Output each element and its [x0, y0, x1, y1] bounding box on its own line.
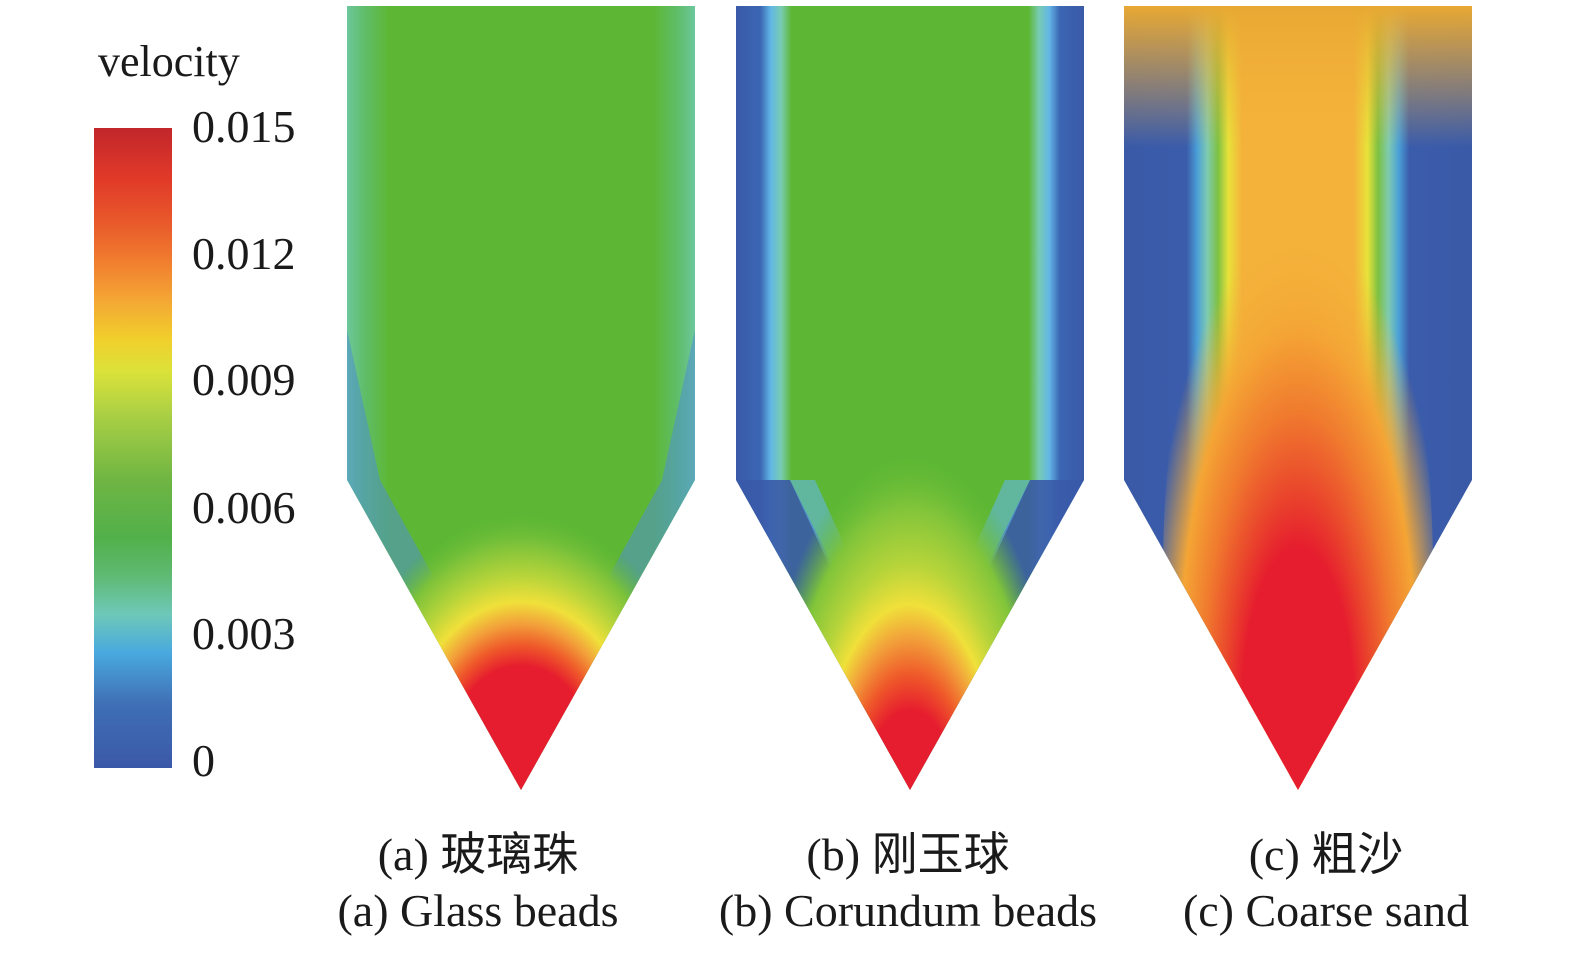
panel-c-caption-en: (c) Coarse sand: [1182, 885, 1470, 936]
legend-colorbar: [94, 128, 172, 768]
legend-tick-0003: 0.003: [192, 608, 296, 659]
legend-title: velocity: [98, 37, 240, 86]
panel-b-contour: [736, 6, 1084, 790]
panel-c-caption-cn: (c) 粗沙: [1248, 829, 1404, 880]
panel-a-plume: [347, 410, 695, 790]
legend-tick-0015: 0.015: [192, 101, 296, 152]
panel-c-contour: [1124, 6, 1472, 790]
panel-b-caption-cn: (b) 刚玉球: [806, 829, 1010, 880]
legend-tick-0009: 0.009: [192, 354, 296, 405]
panel-b-plume: [760, 300, 1060, 790]
panel-a-caption-en: (a) Glass beads: [337, 885, 619, 936]
legend-tick-0: 0: [192, 735, 215, 786]
panel-a-contour: [347, 6, 695, 790]
legend-tick-0006: 0.006: [192, 482, 296, 533]
legend-tick-0012: 0.012: [192, 228, 296, 279]
panel-a-caption-cn: (a) 玻璃珠: [377, 829, 579, 880]
panel-b-caption-en: (b) Corundum beads: [718, 885, 1098, 936]
